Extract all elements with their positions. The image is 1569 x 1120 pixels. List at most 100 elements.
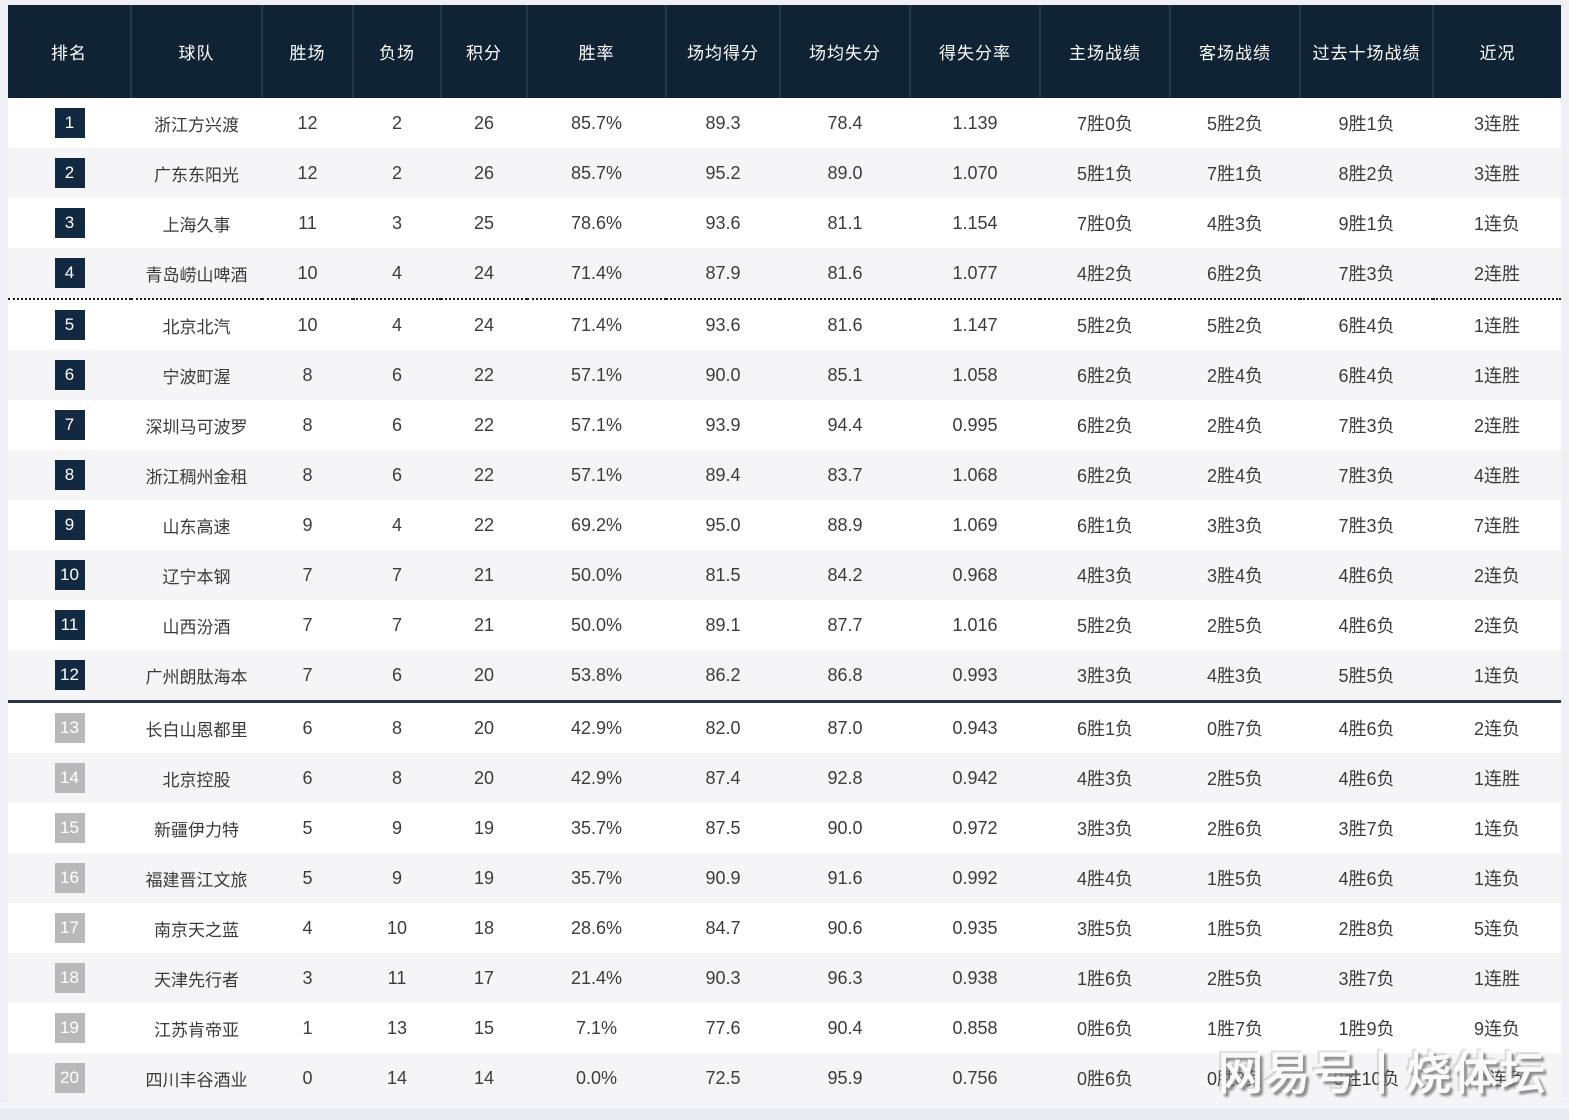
cell-rank: 1 [8,98,131,148]
cell-wins: 12 [262,148,353,198]
cell-avg-scored: 87.4 [666,753,780,803]
cell-points: 21 [441,550,527,600]
cell-home-record: 6胜2负 [1040,400,1170,450]
cell-rank: 7 [8,400,131,450]
cell-away-record: 1胜5负 [1170,853,1300,903]
cell-ratio: 0.992 [910,853,1040,903]
column-header-team: 球队 [131,5,263,98]
cell-team: 北京控股 [131,753,262,803]
watermark: 网易号丨烧体坛 [1217,1048,1547,1099]
cell-avg-allowed: 86.8 [780,650,910,703]
cell-team: 广州朗肽海本 [131,650,262,703]
cell-wins: 7 [262,650,353,703]
cell-win-rate: 35.7% [527,853,666,903]
footer-strip-dark [0,1109,1569,1120]
cell-ratio: 1.077 [910,248,1040,300]
rank-badge: 1 [54,108,85,138]
cell-wins: 4 [262,903,353,953]
table-row: 1 浙江方兴渡 12 2 26 85.7% 89.3 78.4 1.139 7胜… [8,98,1561,148]
cell-points: 26 [441,148,527,198]
cell-home-record: 3胜3负 [1040,650,1170,703]
cell-points: 18 [441,903,527,953]
cell-team: 北京北汽 [131,299,262,350]
cell-home-record: 6胜2负 [1040,450,1170,500]
cell-last10: 4胜6负 [1300,753,1433,803]
cell-away-record: 0胜7负 [1170,701,1300,753]
cell-avg-allowed: 90.6 [780,903,910,953]
rank-badge: 9 [54,510,85,540]
cell-away-record: 1胜7负 [1170,1003,1300,1053]
cell-win-rate: 85.7% [527,98,666,148]
cell-avg-allowed: 95.9 [780,1053,910,1103]
cell-team: 山西汾酒 [131,600,262,650]
cell-away-record: 5胜2负 [1170,299,1300,350]
cell-points: 20 [441,753,527,803]
rank-badge: 17 [54,913,85,943]
cell-win-rate: 42.9% [527,701,666,753]
cell-points: 24 [441,248,527,300]
cell-win-rate: 57.1% [527,350,666,400]
cell-team: 辽宁本钢 [131,550,262,600]
cell-rank: 11 [8,600,131,650]
rank-badge: 7 [54,410,85,440]
cell-home-record: 5胜2负 [1040,299,1170,350]
cell-recent: 7连胜 [1433,500,1561,550]
cell-avg-allowed: 87.0 [780,701,910,753]
table-row: 17 南京天之蓝 4 10 18 28.6% 84.7 90.6 0.935 3… [8,903,1561,953]
cell-team: 浙江方兴渡 [131,98,262,148]
cell-home-record: 5胜1负 [1040,148,1170,198]
cell-team: 新疆伊力特 [131,803,262,853]
cell-win-rate: 78.6% [527,198,666,248]
cell-recent: 5连负 [1433,903,1561,953]
table-row: 10 辽宁本钢 7 7 21 50.0% 81.5 84.2 0.968 4胜3… [8,550,1561,600]
cell-team: 江苏肯帝亚 [131,1003,262,1053]
cell-avg-scored: 81.5 [666,550,780,600]
column-header-last10: 过去十场战绩 [1300,5,1434,98]
cell-ratio: 0.943 [910,701,1040,753]
cell-wins: 10 [262,248,353,300]
cell-team: 福建晋江文旅 [131,853,262,903]
cell-last10: 4胜6负 [1300,600,1433,650]
cell-last10: 6胜4负 [1300,299,1433,350]
cell-points: 22 [441,400,527,450]
cell-ratio: 0.968 [910,550,1040,600]
cell-ratio: 0.972 [910,803,1040,853]
rank-badge: 6 [54,360,85,390]
cell-wins: 7 [262,550,353,600]
cell-losses: 7 [353,550,441,600]
footer-strip-light [0,1103,1569,1109]
cell-points: 19 [441,853,527,903]
cell-points: 25 [441,198,527,248]
cell-avg-allowed: 81.6 [780,299,910,350]
cell-ratio: 1.016 [910,600,1040,650]
table-row: 12 广州朗肽海本 7 6 20 53.8% 86.2 86.8 0.993 3… [8,650,1561,703]
cell-win-rate: 7.1% [527,1003,666,1053]
cell-team: 上海久事 [131,198,262,248]
cell-ratio: 0.935 [910,903,1040,953]
table-row: 13 长白山恩都里 6 8 20 42.9% 82.0 87.0 0.943 6… [8,701,1561,753]
cell-recent: 2连负 [1433,600,1561,650]
cell-home-record: 1胜6负 [1040,953,1170,1003]
column-header-wins: 胜场 [262,5,354,98]
column-header-home-record: 主场战绩 [1040,5,1171,98]
cell-last10: 9胜1负 [1300,98,1433,148]
cell-away-record: 7胜1负 [1170,148,1300,198]
cell-away-record: 0胜8负 [1170,1053,1300,1103]
cell-home-record: 3胜5负 [1040,903,1170,953]
rank-badge: 10 [54,560,85,590]
cell-losses: 6 [353,650,441,703]
cell-rank: 6 [8,350,131,400]
table-row: 8 浙江稠州金租 8 6 22 57.1% 89.4 83.7 1.068 6胜… [8,450,1561,500]
cell-losses: 3 [353,198,441,248]
cell-away-record: 3胜4负 [1170,550,1300,600]
cell-avg-allowed: 87.7 [780,600,910,650]
cell-win-rate: 35.7% [527,803,666,853]
table-row: 16 福建晋江文旅 5 9 19 35.7% 90.9 91.6 0.992 4… [8,853,1561,903]
cell-last10: 6胜4负 [1300,350,1433,400]
cell-home-record: 4胜3负 [1040,753,1170,803]
cell-avg-allowed: 89.0 [780,148,910,198]
table-row: 6 宁波町渥 8 6 22 57.1% 90.0 85.1 1.058 6胜2负… [8,350,1561,400]
column-header-rank: 排名 [8,5,132,98]
cell-home-record: 4胜4负 [1040,853,1170,903]
rank-badge: 19 [54,1013,85,1043]
